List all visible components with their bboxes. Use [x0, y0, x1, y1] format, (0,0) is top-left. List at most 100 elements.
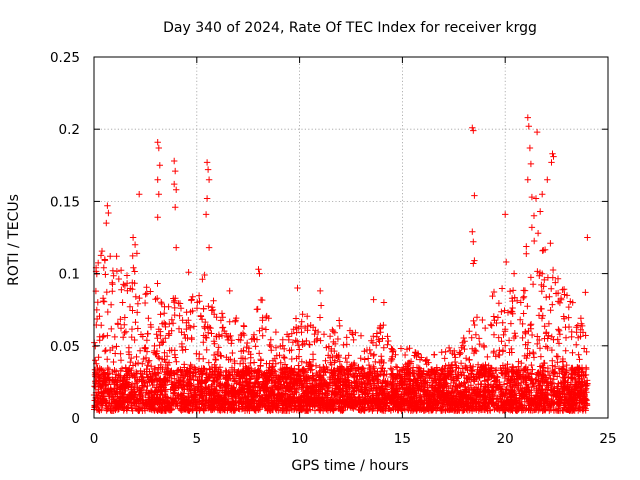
data-point	[107, 253, 114, 260]
data-point	[295, 362, 302, 369]
data-point	[576, 356, 583, 363]
data-point	[482, 324, 489, 332]
data-point	[499, 319, 506, 326]
data-point	[479, 316, 486, 324]
data-point	[111, 333, 118, 341]
data-point	[555, 326, 562, 333]
data-point	[201, 323, 208, 330]
data-point	[109, 279, 116, 286]
data-point	[522, 329, 529, 336]
data-point	[256, 350, 263, 357]
data-point	[529, 349, 537, 356]
data-point	[259, 332, 266, 339]
data-point	[198, 316, 206, 323]
data-points	[90, 114, 591, 414]
data-point	[121, 329, 128, 337]
data-point	[215, 344, 222, 351]
data-point	[154, 295, 161, 302]
data-point	[259, 296, 266, 304]
data-point	[189, 293, 196, 300]
data-point	[115, 275, 122, 283]
data-point	[397, 345, 405, 352]
data-point	[110, 358, 117, 366]
data-point	[229, 349, 236, 357]
data-point	[507, 320, 515, 327]
data-point	[143, 337, 151, 344]
data-point	[161, 310, 168, 317]
data-point	[378, 353, 385, 360]
data-point	[102, 271, 109, 278]
data-point	[343, 358, 351, 366]
data-point	[103, 288, 110, 296]
data-point	[529, 381, 536, 389]
data-point	[392, 363, 400, 370]
data-point	[100, 298, 108, 305]
data-point	[432, 367, 440, 374]
data-point	[157, 311, 164, 318]
data-point	[573, 341, 580, 348]
data-point	[548, 333, 555, 340]
data-point	[113, 343, 120, 350]
data-point	[357, 355, 364, 362]
data-point	[179, 347, 186, 354]
data-point	[340, 341, 347, 349]
data-point	[386, 405, 393, 412]
data-point	[133, 353, 140, 361]
data-point	[511, 330, 518, 337]
data-point	[206, 324, 213, 331]
data-point	[520, 293, 528, 300]
data-point	[119, 299, 126, 306]
data-point	[296, 346, 303, 353]
data-point	[309, 351, 317, 358]
data-point	[120, 334, 127, 341]
data-point	[266, 341, 273, 349]
data-point	[197, 312, 204, 319]
data-point	[541, 335, 548, 342]
data-point	[523, 243, 530, 250]
data-point	[100, 332, 107, 340]
data-point	[543, 294, 550, 301]
data-point	[292, 315, 300, 322]
data-point	[486, 406, 493, 414]
data-point	[476, 340, 483, 348]
data-point	[350, 336, 357, 344]
data-point	[247, 354, 254, 361]
data-point	[495, 300, 503, 307]
data-point	[139, 360, 146, 367]
data-point	[326, 333, 334, 340]
data-point	[136, 294, 143, 302]
grid-lines	[94, 57, 608, 418]
data-point	[506, 288, 514, 295]
data-point	[171, 375, 178, 382]
data-point	[518, 359, 525, 367]
data-point	[556, 299, 564, 307]
data-point	[468, 334, 475, 341]
data-point	[188, 336, 195, 343]
data-point	[134, 300, 142, 307]
data-point	[143, 284, 150, 291]
data-point	[279, 336, 286, 343]
data-point	[571, 376, 579, 383]
data-point	[359, 405, 366, 413]
data-point	[575, 351, 582, 358]
data-point	[252, 343, 259, 350]
data-point	[441, 355, 448, 362]
data-point	[257, 357, 265, 364]
data-point	[489, 292, 496, 300]
data-point	[236, 360, 244, 367]
data-point	[144, 362, 151, 369]
data-point	[472, 331, 480, 338]
data-point	[473, 314, 481, 321]
data-point	[158, 299, 165, 306]
data-point	[471, 346, 479, 354]
data-point	[117, 325, 125, 332]
data-point	[117, 357, 125, 364]
data-point	[98, 383, 105, 390]
data-point	[101, 348, 109, 355]
data-point	[385, 337, 392, 345]
data-point	[117, 350, 124, 357]
data-point	[546, 293, 553, 300]
data-point	[171, 304, 178, 312]
data-point	[94, 299, 101, 306]
data-point	[121, 314, 128, 321]
